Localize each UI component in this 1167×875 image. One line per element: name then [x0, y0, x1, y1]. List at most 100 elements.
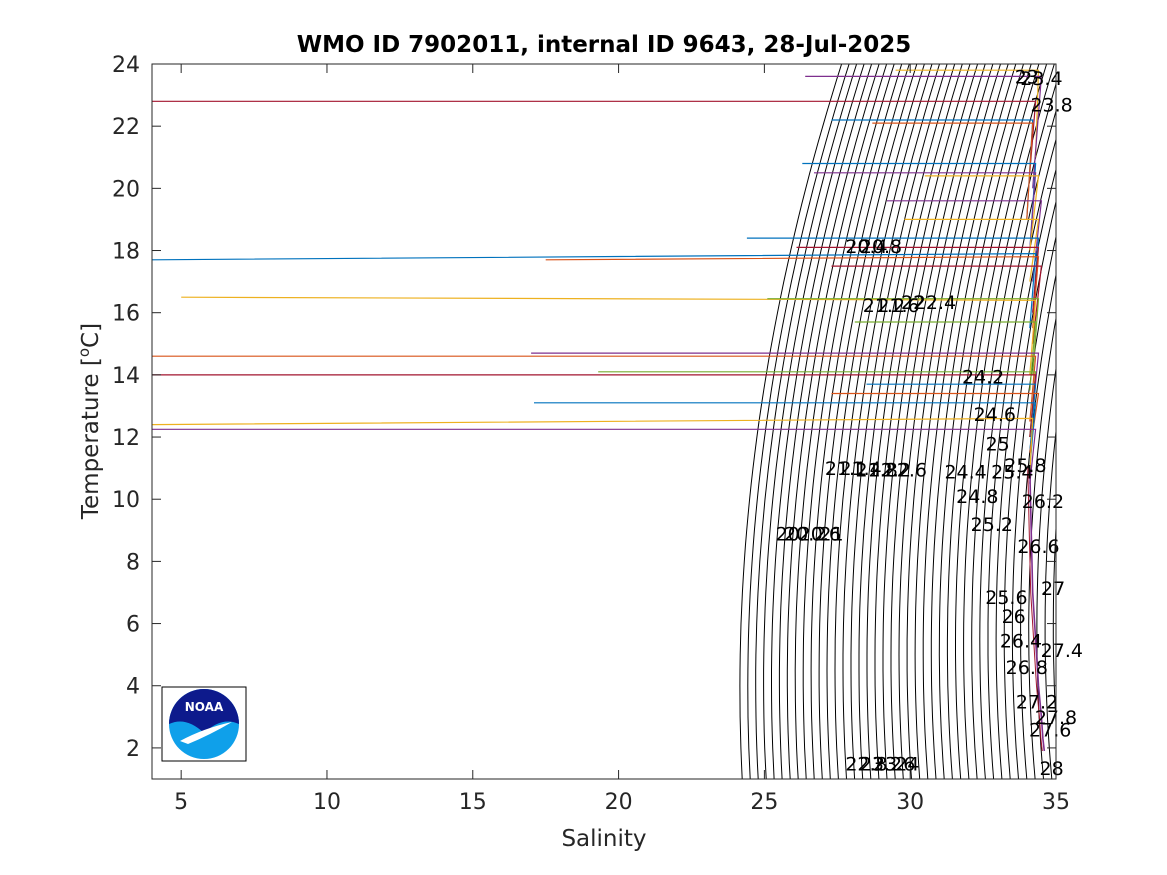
isopycnal-line: [1003, 199, 1056, 779]
isopycnal-line: [987, 137, 1056, 779]
isopycnal-line: [1011, 234, 1056, 779]
isopycnal-label: 25.8: [1004, 455, 1046, 477]
deep-profile-line-2: [1027, 468, 1043, 752]
x-tick-label: 15: [459, 790, 487, 815]
profile-line: [152, 355, 1037, 422]
isopycnal-line: [818, 64, 918, 779]
isopycnal-label: 22.8: [845, 754, 887, 776]
y-tick-label: 24: [112, 53, 140, 78]
isopycnal-label: 23.4: [1020, 68, 1062, 90]
isopycnal-line: [930, 64, 1024, 779]
isopycnal-label: 25.6: [985, 587, 1027, 609]
isopycnal-label: 22.4: [914, 292, 956, 314]
isopycnal-label: 22.6: [885, 460, 927, 482]
isopycnal-line: [1044, 426, 1056, 779]
isopycnal-line: [955, 64, 1048, 779]
profile-line: [924, 175, 1040, 251]
plot-frame: [151, 63, 1057, 780]
isopycnal-line: [914, 64, 1009, 779]
isopycnal-line: [1062, 64, 1148, 779]
y-tick-label: 4: [126, 675, 140, 700]
isopycnal-line: [786, 64, 888, 779]
x-axis: 5 10 15 20 25 30 35: [174, 64, 1070, 815]
isopycnal-line: [963, 64, 1055, 779]
profile-line: [181, 296, 1037, 375]
isopycnal-label: 26.8: [1006, 657, 1048, 679]
isopycnal-label: 20.6: [799, 524, 841, 546]
isopycnal-line: [995, 167, 1056, 779]
profile-line: [831, 265, 1043, 344]
profile-line: [872, 122, 1034, 220]
isopycnal-label: 27.6: [1029, 719, 1071, 741]
profile-line: [805, 75, 1043, 189]
isopycnal-line: [1036, 365, 1056, 779]
y-tick-label: 16: [112, 302, 140, 327]
isopycnal-label: 28: [1040, 758, 1064, 780]
isopycnal-line: [1119, 64, 1167, 779]
profile-line: [152, 252, 1037, 329]
isopycnal-line: [1052, 520, 1056, 731]
isopycnal-label: 25.4: [991, 461, 1033, 483]
isopycnal-label: 22.2: [869, 460, 911, 482]
isopycnal-line: [1111, 64, 1167, 779]
profile-lines: [152, 69, 1046, 752]
isopycnal-label: 20.4: [845, 236, 887, 258]
isopycnal-label: 26.6: [1017, 536, 1059, 558]
isopycnal-label: 21.1: [825, 458, 867, 480]
profile-line: [854, 321, 1037, 391]
isopycnal-label: 24: [895, 754, 919, 776]
y-tick-label: 10: [112, 488, 140, 513]
isopycnal-label: 20: [776, 524, 800, 546]
isopycnal-line: [842, 64, 940, 779]
chart-title: WMO ID 7902011, internal ID 9643, 28-Jul…: [297, 32, 912, 58]
profile-line: [895, 69, 1040, 158]
profile-line: [545, 256, 1040, 329]
x-tick-label: 5: [174, 790, 188, 815]
isopycnal-label: 27.4: [1041, 640, 1083, 662]
x-tick-label: 30: [896, 790, 924, 815]
deep-profile-line: [1029, 468, 1046, 752]
isopycnal-line: [802, 64, 903, 779]
noaa-logo-text: NOAA: [185, 700, 224, 714]
isopycnal-line: [763, 64, 865, 779]
isopycnal-label: 24.6: [974, 404, 1016, 426]
isopycnal-line: [866, 64, 963, 779]
isopycnal-line: [979, 109, 1056, 779]
isopycnal-line: [858, 64, 956, 779]
isopycnal-line: [938, 64, 1032, 779]
isopycnal-label: 27.2: [1016, 691, 1058, 713]
isopycnal-label: 21.2: [863, 295, 905, 317]
x-tick-label: 20: [605, 790, 633, 815]
isopycnal-label: 20.8: [860, 236, 902, 258]
profile-line: [152, 374, 1037, 438]
x-tick-label: 10: [313, 790, 341, 815]
isopycnal-line: [826, 64, 925, 779]
isopycnal-line: [755, 64, 858, 779]
isopycnal-line: [1094, 64, 1167, 779]
isopycnal-line: [747, 64, 850, 779]
isopycnal-line: [906, 64, 1001, 779]
isopycnal-label: 23.6: [873, 754, 915, 776]
isopycnal-label: 24.8: [956, 486, 998, 508]
noaa-logo-top: [169, 689, 239, 733]
isopycnal-label: 26: [1002, 606, 1026, 628]
y-tick-label: 2: [126, 737, 140, 762]
isopycnal-line: [882, 64, 979, 779]
y-tick-label: 20: [112, 177, 140, 202]
y-axis-label-unit: C]: [78, 323, 104, 348]
isopycnal-line: [890, 64, 986, 779]
profile-line: [152, 100, 1037, 173]
noaa-logo: NOAA: [161, 686, 247, 762]
y-tick-label: 6: [126, 613, 140, 638]
x-tick-label: 35: [1042, 790, 1070, 815]
y-tick-label: 22: [112, 115, 140, 140]
isopycnal-label: 25: [986, 433, 1010, 455]
isopycnal-line: [946, 64, 1040, 779]
isopycnal-label: 25.2: [971, 514, 1013, 536]
isopycnal-label: 22: [901, 292, 925, 314]
isopycnal-line: [1070, 64, 1156, 779]
isopycnal-label: 24.2: [962, 367, 1004, 389]
